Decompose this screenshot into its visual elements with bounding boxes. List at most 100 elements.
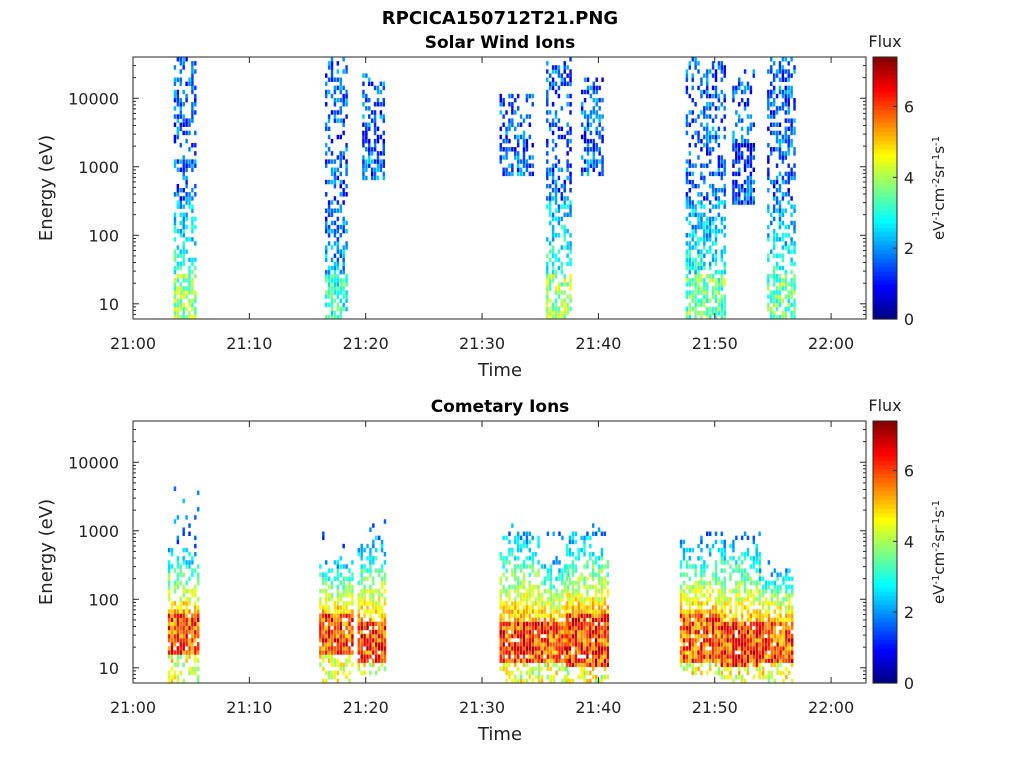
spectrogram-cell <box>182 204 185 209</box>
spectrogram-cell <box>743 196 747 201</box>
colorbar-segment <box>873 538 897 544</box>
spectrogram-cell <box>703 302 706 308</box>
spectrogram-cell <box>522 658 526 663</box>
spectrogram-cell <box>711 633 715 639</box>
spectrogram-cell <box>740 97 744 103</box>
spectrogram-cell <box>752 597 756 602</box>
spectrogram-cell <box>351 617 354 622</box>
spectrogram-cell <box>372 637 375 643</box>
spectrogram-cell <box>534 601 537 606</box>
spectrogram-cell <box>176 584 180 590</box>
spectrogram-cell <box>767 642 771 647</box>
spectrogram-cell <box>770 249 773 254</box>
spectrogram-cell <box>376 134 380 140</box>
spectrogram-cell <box>574 613 578 618</box>
spectrogram-cell <box>369 633 372 639</box>
spectrogram-cell <box>679 613 683 618</box>
spectrogram-cell <box>558 621 561 627</box>
spectrogram-cell <box>703 646 706 651</box>
spectrogram-cell <box>548 192 552 197</box>
spectrogram-cell <box>333 670 337 676</box>
spectrogram-cell <box>714 77 718 82</box>
spectrogram-cell <box>557 286 561 291</box>
spectrogram-cell <box>191 646 194 651</box>
spectrogram-cell <box>330 662 334 668</box>
spectrogram-cell <box>685 233 689 238</box>
spectrogram-cell <box>595 163 598 168</box>
spectrogram-cell <box>369 621 372 627</box>
spectrogram-cell <box>583 650 586 655</box>
spectrogram-cell <box>508 597 511 602</box>
spectrogram-cell <box>372 629 375 635</box>
spectrogram-cell <box>723 183 726 189</box>
spectrogram-cell <box>369 547 372 553</box>
spectrogram-cell <box>566 588 570 594</box>
spectrogram-cell <box>790 658 794 663</box>
spectrogram-cell <box>691 208 694 213</box>
spectrogram-cell <box>770 601 774 606</box>
spectrogram-cell <box>377 658 381 663</box>
spectrogram-cell <box>700 220 703 226</box>
spectrogram-cell <box>583 77 587 82</box>
spectrogram-cell <box>372 597 375 602</box>
spectrogram-cell <box>558 642 561 647</box>
spectrogram-cell <box>324 617 328 622</box>
spectrogram-cell <box>333 613 337 618</box>
colorbar-segment <box>873 231 897 237</box>
spectrogram-cell <box>784 134 788 140</box>
spectrogram-cell <box>790 605 794 610</box>
spectrogram-cell <box>508 637 511 643</box>
spectrogram-cell <box>194 568 197 573</box>
spectrogram-cell <box>787 142 790 148</box>
spectrogram-cell <box>685 310 689 316</box>
spectrogram-cell <box>790 204 793 209</box>
spectrogram-cell <box>191 167 194 173</box>
spectrogram-cell <box>330 228 334 234</box>
spectrogram-cell <box>735 580 738 586</box>
spectrogram-cell <box>182 527 185 532</box>
spectrogram-cell <box>372 601 375 606</box>
spectrogram-cell <box>773 609 776 614</box>
spectrogram-cell <box>182 290 185 295</box>
spectrogram-cell <box>333 646 337 651</box>
spectrogram-cell <box>372 658 375 663</box>
spectrogram-cell <box>770 57 773 62</box>
spectrogram-cell <box>717 637 721 643</box>
spectrogram-cell <box>370 147 374 152</box>
spectrogram-cell <box>543 605 547 610</box>
spectrogram-cell <box>563 298 566 304</box>
spectrogram-cell <box>531 654 534 659</box>
spectrogram-cell <box>551 122 555 127</box>
spectrogram-cell <box>790 269 793 275</box>
spectrogram-cell <box>525 159 529 164</box>
plot-frame <box>132 56 867 320</box>
spectrogram-cell <box>740 560 744 565</box>
spectrogram-cell <box>499 147 502 152</box>
spectrogram-cell <box>324 314 328 319</box>
spectrogram-cell <box>546 650 550 655</box>
spectrogram-cell <box>708 306 712 312</box>
spectrogram-cell <box>194 192 197 197</box>
spectrogram-cell <box>191 228 194 234</box>
spectrogram-cell <box>377 568 381 573</box>
spectrogram-cell <box>167 674 171 680</box>
spectrogram-cell <box>772 245 776 250</box>
spectrogram-cell <box>703 175 706 181</box>
spectrogram-cell <box>592 621 595 627</box>
colorbar-segment <box>873 652 897 658</box>
spectrogram-cell <box>703 629 706 635</box>
spectrogram-cell <box>330 220 334 226</box>
spectrogram-cell <box>342 650 345 655</box>
spectrogram-cell <box>551 167 555 173</box>
spectrogram-cell <box>740 580 744 586</box>
spectrogram-cell <box>566 228 569 234</box>
spectrogram-cell <box>577 646 580 651</box>
spectrogram-cell <box>778 61 782 66</box>
spectrogram-cell <box>182 588 185 594</box>
spectrogram-cell <box>767 294 770 299</box>
spectrogram-cell <box>519 547 523 553</box>
spectrogram-cell <box>345 290 348 295</box>
colorbar-frame <box>872 56 898 320</box>
spectrogram-cell <box>531 556 534 561</box>
spectrogram-cell <box>173 97 177 103</box>
